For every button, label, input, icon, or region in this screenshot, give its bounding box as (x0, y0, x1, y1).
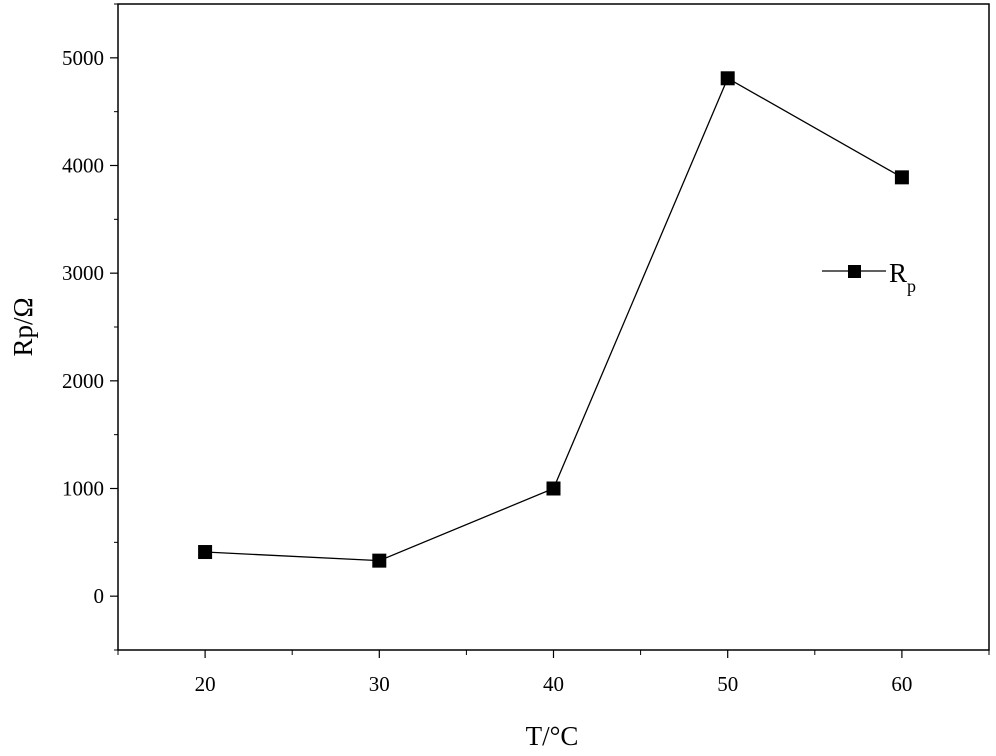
y-tick-label: 4000 (62, 154, 104, 178)
series-layer (198, 71, 909, 568)
y-axis-title: Rp/Ω (8, 297, 38, 356)
data-point-marker (372, 553, 387, 568)
x-tick-label: 30 (369, 672, 390, 696)
y-tick-label: 0 (94, 584, 105, 608)
legend-label: Rp (889, 258, 916, 296)
y-tick-label: 1000 (62, 477, 104, 501)
x-tick-label: 50 (717, 672, 738, 696)
y-axis-ticks: 0 1000 2000 3000 4000 5000 (62, 3, 118, 651)
y-tick-label: 5000 (62, 46, 104, 70)
x-tick-label: 20 (195, 672, 216, 696)
x-tick-label: 40 (543, 672, 564, 696)
legend: Rp (822, 258, 916, 296)
x-axis-title: T/°C (526, 721, 579, 751)
x-axis-ticks: 20 30 40 50 60 (117, 650, 990, 696)
y-tick-label: 3000 (62, 261, 104, 285)
legend-label-subscript: p (907, 276, 916, 296)
y-tick-label: 2000 (62, 369, 104, 393)
x-tick-label: 60 (891, 672, 912, 696)
data-point-marker (894, 170, 909, 185)
data-point-marker (198, 545, 213, 560)
legend-label-main: R (889, 258, 907, 288)
legend-marker (848, 265, 861, 278)
data-point-marker (546, 481, 561, 496)
plot-frame (117, 3, 990, 651)
data-point-marker (720, 71, 735, 86)
